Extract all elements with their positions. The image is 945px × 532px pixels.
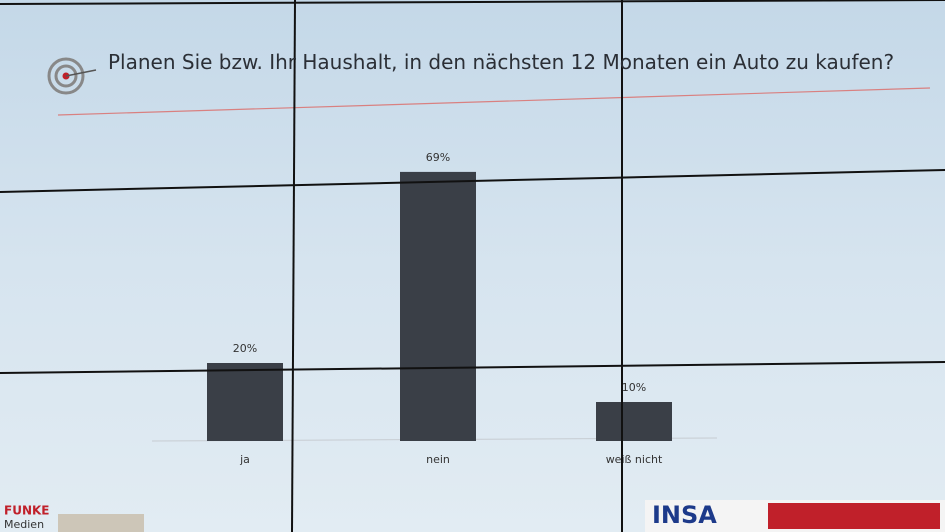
x-tick-label: weiß nicht [606, 453, 663, 466]
right-logo: INSA [652, 501, 717, 529]
title-rule [57, 87, 931, 116]
value-label: 69% [426, 151, 450, 164]
icon [65, 69, 97, 77]
bar [400, 171, 476, 441]
left-logo: FUNKE [4, 504, 49, 518]
logo-box [58, 514, 144, 532]
value-label: 20% [233, 342, 257, 355]
left-logo: Medien [4, 518, 44, 531]
x-tick-label: nein [426, 453, 450, 466]
value-label: 10% [622, 381, 646, 394]
icon [54, 64, 78, 88]
x-tick-label: ja [239, 453, 250, 466]
bar [596, 402, 672, 441]
chart-title: Planen Sie bzw. Ihr Haushalt, in den näc… [108, 50, 895, 74]
icon [47, 57, 85, 95]
bar [207, 363, 283, 441]
logo-box [768, 503, 940, 529]
